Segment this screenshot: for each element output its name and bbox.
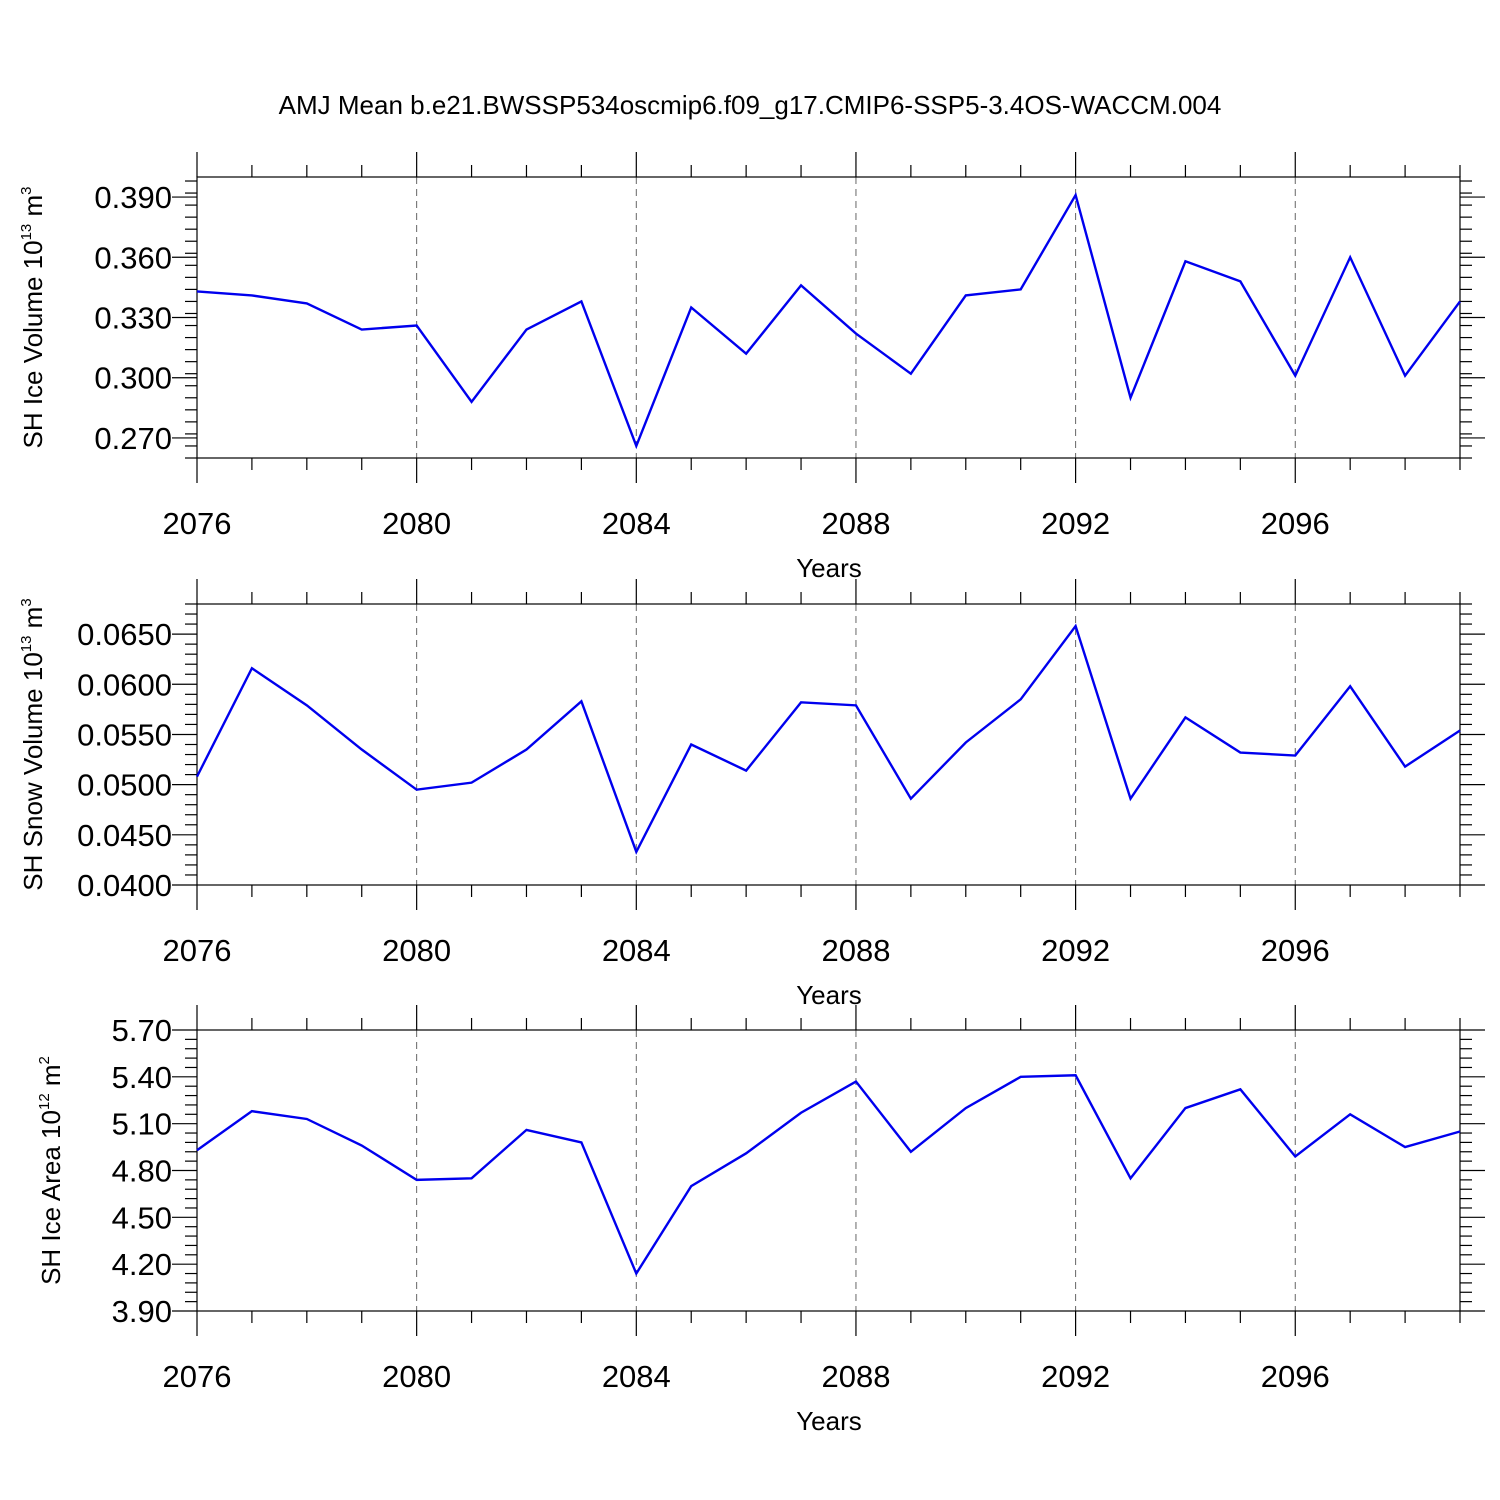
x-tick-label-2088: 2088 <box>821 506 890 541</box>
plot-frame <box>196 176 1461 459</box>
x-tick-label-2096: 2096 <box>1261 1359 1330 1394</box>
y-tick-label-0.390: 0.390 <box>94 180 172 215</box>
y-axis-label: SH Ice Area 1012 m2 <box>36 1056 66 1285</box>
y-axis-label-text: SH Ice Area 10 <box>36 1110 66 1285</box>
y-tick-label-0.0450: 0.0450 <box>77 818 172 853</box>
y-axis-label-unit-exponent: 3 <box>18 598 35 606</box>
y-axis-label: SH Snow Volume 1013 m3 <box>18 598 48 890</box>
y-tick-label-0.0500: 0.0500 <box>77 768 172 803</box>
y-axis-label-unit: m <box>36 1064 66 1093</box>
y-tick-label-5.70: 5.70 <box>112 1013 172 1048</box>
y-tick-label-0.0600: 0.0600 <box>77 667 172 702</box>
figure-title: AMJ Mean b.e21.BWSSP534oscmip6.f09_g17.C… <box>279 90 1222 120</box>
x-tick-label-2092: 2092 <box>1041 933 1110 968</box>
y-tick-label-0.0550: 0.0550 <box>77 717 172 752</box>
y-tick-label-4.80: 4.80 <box>112 1154 172 1189</box>
y-axis-label-exponent: 13 <box>18 224 35 241</box>
y-tick-label-0.360: 0.360 <box>94 240 172 275</box>
x-tick-label-2076: 2076 <box>163 506 232 541</box>
panels: 2076 2080 2084 2088 2092 2096 Years 0.270 0.300 0… <box>18 152 1485 1436</box>
plot-frame <box>196 1029 1461 1312</box>
y-axis-label-exponent: 12 <box>36 1093 53 1110</box>
panel-1: 2076 2080 2084 2088 2092 2096 Years 0.270 0.300 0… <box>18 152 1485 583</box>
y-axis-label: SH Ice Volume 1013 m3 <box>18 186 48 448</box>
y-tick-label-0.330: 0.330 <box>94 301 172 336</box>
panel-3: 2076 2080 2084 2088 2092 2096 Years 3.90 4.20 4.5… <box>36 1005 1485 1436</box>
y-axis-label-text: SH Ice Volume 10 <box>18 240 48 448</box>
x-tick-label-2084: 2084 <box>602 1359 671 1394</box>
x-tick-label-2092: 2092 <box>1041 506 1110 541</box>
y-tick-label-4.20: 4.20 <box>112 1247 172 1282</box>
y-axis-label-exponent: 13 <box>18 636 35 653</box>
x-tick-label-2088: 2088 <box>821 933 890 968</box>
x-axis-label: Years <box>796 553 862 583</box>
x-tick-label-2080: 2080 <box>382 1359 451 1394</box>
y-tick-label-5.10: 5.10 <box>112 1107 172 1142</box>
y-axis-label-unit: m <box>18 607 48 636</box>
y-tick-label-0.270: 0.270 <box>94 421 172 456</box>
y-tick-label-0.0400: 0.0400 <box>77 868 172 903</box>
y-tick-label-5.40: 5.40 <box>112 1060 172 1095</box>
y-tick-label-0.0650: 0.0650 <box>77 617 172 652</box>
y-tick-label-0.300: 0.300 <box>94 361 172 396</box>
x-tick-label-2084: 2084 <box>602 506 671 541</box>
x-tick-label-2096: 2096 <box>1261 933 1330 968</box>
x-tick-label-2080: 2080 <box>382 933 451 968</box>
series-line <box>196 191 1461 450</box>
x-tick-label-2096: 2096 <box>1261 506 1330 541</box>
plot-frame <box>196 603 1461 886</box>
x-tick-label-2088: 2088 <box>821 1359 890 1394</box>
x-tick-label-2076: 2076 <box>163 1359 232 1394</box>
panel-2: 2076 2080 2084 2088 2092 2096 Years 0.0400 0.045… <box>18 579 1485 1010</box>
y-tick-label-3.90: 3.90 <box>112 1294 172 1329</box>
y-axis-label-unit: m <box>18 195 48 224</box>
x-tick-label-2092: 2092 <box>1041 1359 1110 1394</box>
x-axis-label: Years <box>796 980 862 1010</box>
x-axis-label: Years <box>796 1406 862 1436</box>
y-axis-label-unit-exponent: 3 <box>18 186 35 194</box>
x-tick-label-2080: 2080 <box>382 506 451 541</box>
y-tick-label-4.50: 4.50 <box>112 1200 172 1235</box>
series-line <box>196 1074 1461 1277</box>
y-axis-label-unit-exponent: 2 <box>36 1056 53 1064</box>
series-line <box>195 623 1461 855</box>
y-axis-label-text: SH Snow Volume 10 <box>18 652 48 890</box>
x-tick-label-2084: 2084 <box>602 933 671 968</box>
x-tick-label-2076: 2076 <box>163 933 232 968</box>
